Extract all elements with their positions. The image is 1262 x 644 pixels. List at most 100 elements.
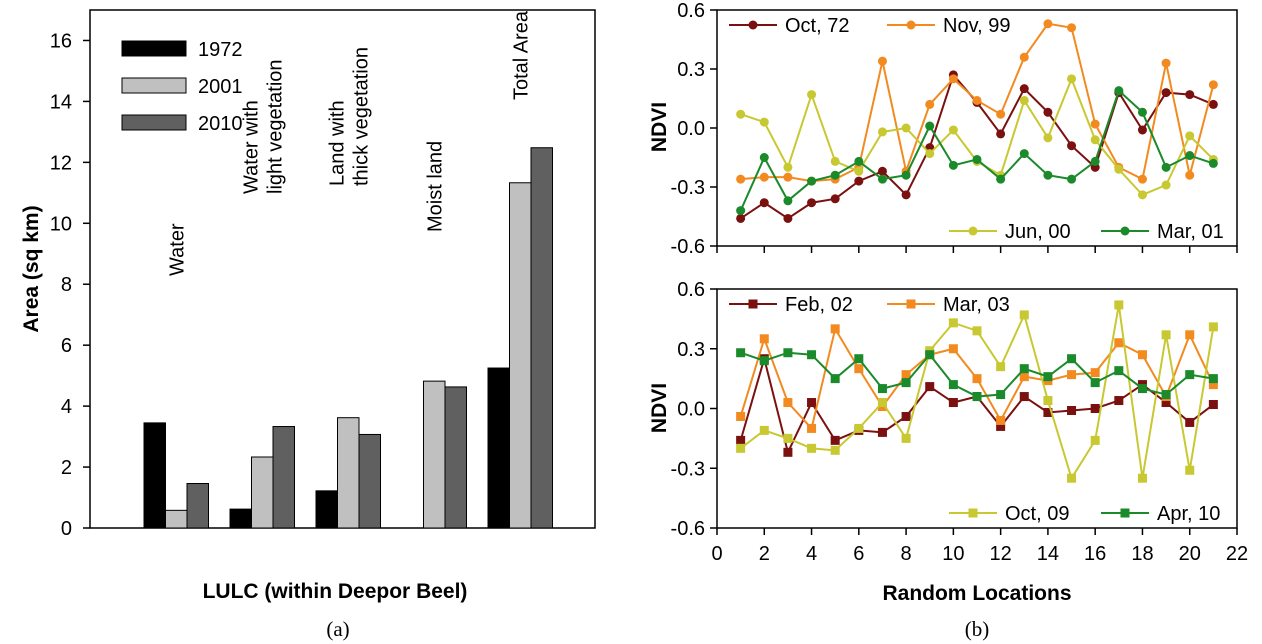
category-label: Land with <box>326 100 348 186</box>
bar-y-axis-label: Area (sq km) <box>20 205 43 332</box>
x-tick-label: 2 <box>759 543 770 565</box>
data-point <box>1019 52 1029 62</box>
data-point <box>1208 400 1218 410</box>
data-point <box>901 378 911 388</box>
data-point <box>736 435 746 445</box>
data-point <box>1090 378 1100 388</box>
data-point <box>901 170 911 180</box>
data-point <box>1043 19 1053 29</box>
data-point <box>1019 84 1029 94</box>
data-point <box>925 350 935 360</box>
data-point <box>1090 368 1100 378</box>
data-point <box>1137 190 1147 200</box>
plot-frame <box>716 9 1238 247</box>
data-point <box>901 123 911 133</box>
x-tick-label: 4 <box>806 543 817 565</box>
x-tick-label: 18 <box>1131 543 1153 565</box>
data-point <box>996 390 1006 400</box>
bar-y-tick-label: 14 <box>50 91 72 113</box>
data-point <box>948 125 958 135</box>
bar-y-tick-label: 4 <box>61 396 72 418</box>
category-label: Moist land <box>424 141 446 232</box>
data-point <box>972 326 982 336</box>
data-point <box>1137 384 1147 394</box>
data-point <box>972 392 982 402</box>
legend-marker <box>1120 226 1130 236</box>
category-label: thick vegetation <box>350 47 372 186</box>
data-point <box>1067 74 1077 84</box>
y-tick-label: -0.3 <box>671 458 705 480</box>
data-point <box>1043 396 1053 406</box>
data-point <box>830 324 840 334</box>
y-tick-label: -0.3 <box>671 177 705 199</box>
legend-label: Apr, 10 <box>1157 503 1220 525</box>
data-point <box>1137 174 1147 184</box>
data-point <box>877 56 887 66</box>
ndvi-line-charts-panel: -0.6 -0.3 0.0 0.3 0.6 Oct, 72 Nov, 99 Jun, 00 Ma… <box>648 0 1248 641</box>
data-point <box>1185 465 1195 475</box>
bar-y-tick-label: 2 <box>61 457 72 479</box>
legend-label: 2010 <box>198 113 243 135</box>
data-point <box>1067 23 1077 33</box>
legend-marker <box>1120 508 1130 518</box>
data-point <box>807 443 817 453</box>
y-tick-label: 0.6 <box>677 279 705 301</box>
data-point <box>948 398 958 408</box>
data-point <box>783 447 793 457</box>
data-point <box>736 348 746 358</box>
data-point <box>807 90 817 100</box>
bars <box>143 147 553 529</box>
data-point <box>1114 164 1124 174</box>
legend-marker <box>906 20 916 30</box>
data-point <box>1161 88 1171 98</box>
y-tick-label: -0.6 <box>671 518 705 540</box>
legend-swatch-2010 <box>121 114 187 131</box>
data-point <box>807 423 817 433</box>
data-point <box>783 213 793 223</box>
bar-2010-0 <box>186 483 209 529</box>
category-label: Water with <box>240 100 262 194</box>
y-tick-label: 0.0 <box>677 118 705 140</box>
legend-marker <box>906 299 916 309</box>
data-point <box>1090 119 1100 129</box>
data-point <box>972 374 982 384</box>
data-point <box>1090 135 1100 145</box>
bar-y-tick-label: 8 <box>61 274 72 296</box>
data-point <box>877 174 887 184</box>
data-point <box>1090 156 1100 166</box>
y-tick-label: -0.6 <box>671 236 705 258</box>
data-point <box>1208 99 1218 109</box>
data-point <box>948 380 958 390</box>
data-point <box>807 398 817 408</box>
data-point <box>1185 417 1195 427</box>
legend-label: Oct, 09 <box>1005 503 1069 525</box>
data-point <box>1067 354 1077 364</box>
data-point <box>854 166 864 176</box>
bar-y-tick-label: 0 <box>61 518 72 540</box>
data-point <box>1208 80 1218 90</box>
data-point <box>1137 125 1147 135</box>
data-point <box>783 172 793 182</box>
data-point <box>759 172 769 182</box>
legend-swatch-2001 <box>121 77 187 94</box>
data-point <box>972 95 982 105</box>
data-point <box>736 213 746 223</box>
data-point <box>759 356 769 366</box>
data-point <box>948 318 958 328</box>
data-point <box>736 109 746 119</box>
data-point <box>1185 170 1195 180</box>
data-point <box>948 160 958 170</box>
y-tick-label: 0.3 <box>677 339 705 361</box>
data-point <box>996 421 1006 431</box>
data-point <box>830 194 840 204</box>
data-point <box>1161 58 1171 68</box>
data-point <box>736 411 746 421</box>
ndvi-top-plot: -0.6 -0.3 0.0 0.3 0.6 Oct, 72 Nov, 99 Jun, 00 Ma… <box>671 0 1238 258</box>
x-tick-label: 22 <box>1226 543 1248 565</box>
data-point <box>783 196 793 206</box>
data-point <box>783 162 793 172</box>
data-point <box>877 127 887 137</box>
bar-1972-2 <box>315 490 338 529</box>
data-point <box>901 370 911 380</box>
data-point <box>1067 473 1077 483</box>
